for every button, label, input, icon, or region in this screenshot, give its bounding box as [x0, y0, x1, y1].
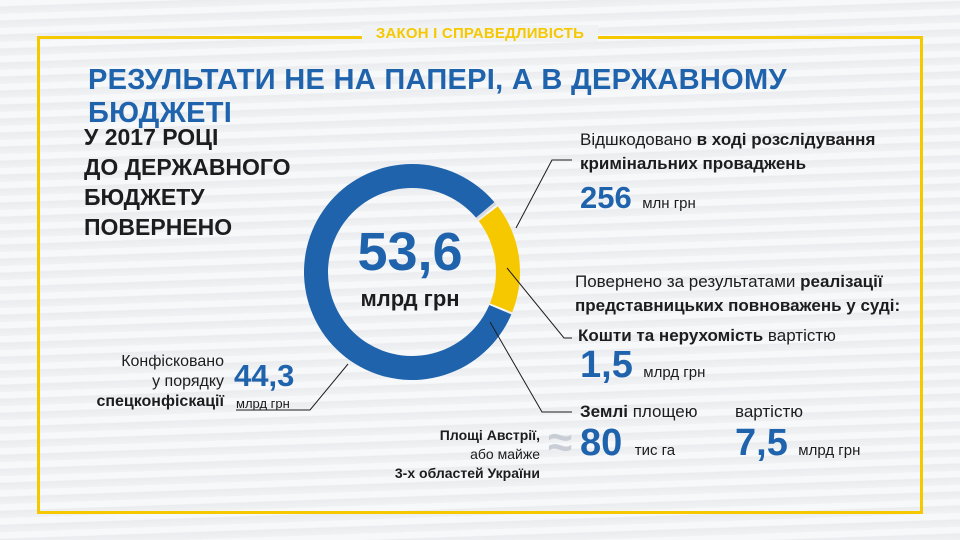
lead-text: У 2017 РОЦІ ДО ДЕРЖАВНОГО БЮДЖЕТУ ПОВЕРН… [84, 122, 291, 242]
approx-icon: ≈ [548, 418, 573, 467]
representation-label: Повернено за результатами реалізації пре… [575, 270, 900, 318]
austria-line-2: або майже [470, 446, 540, 462]
funds-label-bold: Кошти та нерухомість [578, 326, 764, 345]
confiscation-unit: млрд грн [236, 396, 290, 411]
donut-slice-2 [478, 206, 520, 313]
land-value-row: 80 тис га [580, 422, 675, 465]
confiscation-label: Конфісковано у порядку спецконфіскації [72, 352, 224, 412]
leader-line-land [489, 321, 572, 413]
funds-unit: млрд грн [643, 364, 706, 381]
section-tag: ЗАКОН І СПРАВЕДЛИВІСТЬ [0, 25, 960, 43]
center-total-value: 53,6 [357, 222, 463, 282]
land-label-bold: Землі [580, 402, 628, 421]
land-unit: тис га [634, 442, 676, 459]
center-total-unit: млрд грн [360, 286, 460, 311]
land-label: Землі площею [580, 402, 697, 422]
representation-label-bold-2: представницьких повноважень у суді: [575, 296, 901, 315]
confiscation-line-2: у порядку [152, 373, 224, 390]
lead-line-1: У 2017 РОЦІ [84, 124, 219, 150]
lead-line-2: ДО ДЕРЖАВНОГО [84, 154, 291, 180]
cost-value: 7,5 [735, 422, 788, 464]
criminal-label-bold-2: кримінальних проваджень [580, 154, 807, 173]
cost-value-row: 7,5 млрд грн [735, 422, 860, 465]
lead-line-3: БЮДЖЕТУ [84, 184, 205, 210]
funds-value-row: 1,5 млрд грн [580, 344, 705, 387]
donut-chart [304, 163, 520, 380]
land-label-rest: площею [627, 402, 698, 421]
funds-label-rest: вартістю [763, 326, 836, 345]
funds-label: Кошти та нерухомість вартістю [578, 326, 836, 346]
headline: РЕЗУЛЬТАТИ НЕ НА ПАПЕРІ, А В ДЕРЖАВНОМУ … [88, 64, 787, 129]
leader-line-confiscation [236, 363, 349, 411]
section-tag-label: ЗАКОН І СПРАВЕДЛИВІСТЬ [361, 25, 599, 42]
austria-line-1: Площі Австрії, [439, 427, 540, 443]
confiscation-value: 44,3 [234, 358, 295, 393]
criminal-label-bold-1: в ході розслідування [696, 130, 876, 149]
criminal-label-prefix: Відшкодовано [580, 130, 697, 149]
leader-line-criminal [515, 159, 572, 229]
cost-label: вартістю [735, 402, 803, 421]
austria-line-3: 3-х областей України [394, 465, 540, 481]
representation-label-bold-1: реалізації [800, 272, 883, 291]
land-value: 80 [580, 422, 623, 464]
austria-note: Площі Австрії, або майже 3-х областей Ук… [380, 426, 540, 483]
criminal-value-row: 256 млн грн [580, 180, 696, 216]
lead-line-4: ПОВЕРНЕНО [84, 214, 233, 240]
criminal-value: 256 [580, 180, 632, 215]
criminal-label: Відшкодовано в ході розслідування кримін… [580, 128, 875, 176]
leader-line-representation [506, 267, 572, 339]
representation-label-prefix: Повернено за результатами [575, 272, 801, 291]
confiscation-line-3: спецконфіскації [96, 393, 224, 410]
confiscation-line-1: Конфісковано [121, 353, 224, 370]
criminal-unit: млн грн [642, 195, 696, 212]
funds-value: 1,5 [580, 344, 633, 386]
cost-unit: млрд грн [798, 442, 861, 459]
